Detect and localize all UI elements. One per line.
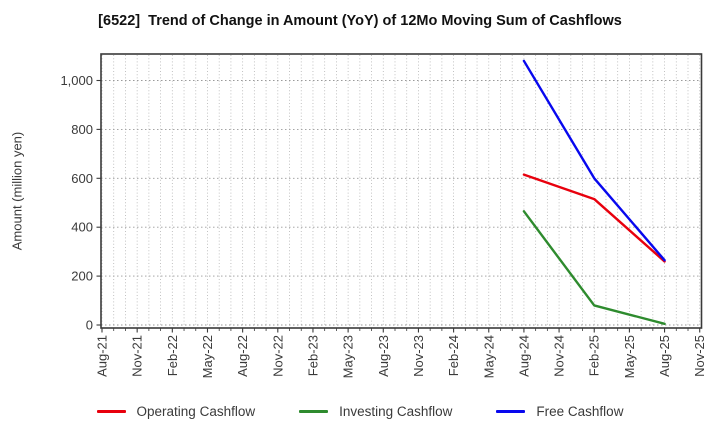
x-tick-label: May-25 (622, 335, 637, 378)
legend-item-free-cashflow: Free Cashflow (496, 404, 623, 419)
x-tick-label: May-24 (481, 335, 496, 378)
x-tick-label: Feb-23 (305, 335, 320, 376)
x-tick-label: Aug-22 (235, 335, 250, 377)
x-tick-label: May-22 (200, 335, 215, 378)
free-cashflow-line-swatch (496, 410, 526, 413)
x-tick-label: Feb-25 (587, 335, 602, 376)
x-tick-label: Nov-25 (692, 335, 707, 377)
chart-title: [6522] Trend of Change in Amount (YoY) o… (98, 13, 622, 29)
y-tick-label: 800 (71, 122, 93, 137)
series-line-operating-cashflow (522, 173, 666, 263)
x-tick-label: Aug-24 (516, 335, 531, 377)
series-line-free-cashflow (522, 59, 666, 262)
y-tick-label: 600 (71, 171, 93, 186)
legend-label: Investing Cashflow (339, 404, 453, 419)
y-tick-label: 400 (71, 220, 93, 235)
legend-item-operating-cashflow: Operating Cashflow (96, 404, 256, 419)
x-tick-label: Nov-24 (552, 335, 567, 377)
x-tick-label: Aug-21 (95, 335, 110, 377)
y-tick-label: 200 (71, 269, 93, 284)
x-tick-label: Feb-22 (165, 335, 180, 376)
x-tick-label: Feb-24 (446, 335, 461, 376)
legend-label: Free Cashflow (536, 404, 624, 419)
x-tick-label: Nov-21 (130, 335, 145, 377)
x-tick-label: May-23 (341, 335, 356, 378)
x-tick-label: Nov-22 (270, 335, 285, 377)
legend-label: Operating Cashflow (136, 404, 256, 419)
investing-cashflow-line-swatch (299, 410, 329, 413)
x-tick-label: Nov-23 (411, 335, 426, 377)
legend: Operating Cashflow Investing Cashflow Fr… (0, 404, 720, 419)
y-tick-label: 1,000 (60, 73, 93, 88)
x-tick-label: Aug-25 (657, 335, 672, 377)
legend-item-investing-cashflow: Investing Cashflow (299, 404, 452, 419)
x-tick-label: Aug-23 (376, 335, 391, 377)
plot-frame (100, 53, 703, 329)
y-tick-label: 0 (86, 318, 93, 333)
operating-cashflow-line-swatch (96, 410, 126, 413)
series-line-investing-cashflow (522, 210, 666, 325)
